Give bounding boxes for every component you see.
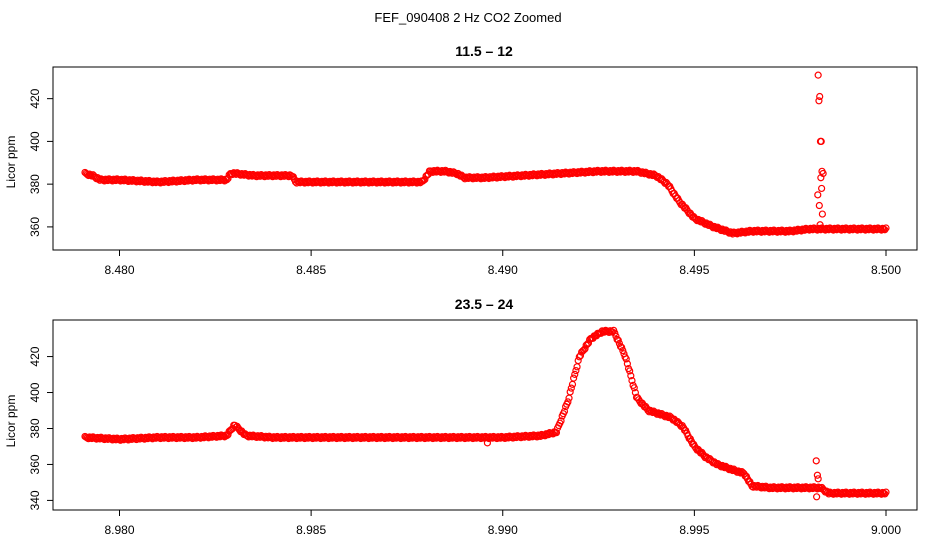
panel-bottom-title: 23.5 – 24 — [455, 296, 514, 312]
x-tick-label: 8.985 — [296, 523, 326, 537]
data-point — [564, 398, 572, 406]
outlier-point — [817, 174, 825, 182]
data-point — [570, 374, 578, 382]
data-point — [630, 384, 638, 392]
data-point — [646, 406, 654, 414]
outlier-point — [818, 210, 826, 218]
data-point — [734, 467, 742, 475]
data-point — [659, 411, 667, 419]
panel-bottom-points — [81, 326, 890, 501]
data-point — [731, 466, 739, 474]
data-point — [560, 407, 569, 415]
y-tick-label: 420 — [28, 88, 42, 108]
data-point — [567, 384, 575, 392]
data-point — [738, 468, 746, 476]
outlier-point — [818, 184, 826, 193]
y-tick-label: 400 — [28, 131, 42, 151]
data-point — [579, 347, 587, 355]
data-point — [573, 363, 581, 371]
data-point — [710, 222, 718, 231]
y-tick-label: 360 — [28, 217, 42, 237]
data-point — [718, 461, 726, 470]
outlier-point — [813, 471, 821, 479]
data-point — [571, 370, 579, 378]
panel-top-title: 11.5 – 12 — [455, 43, 513, 59]
data-point — [654, 409, 662, 417]
data-point — [611, 329, 619, 337]
data-point — [628, 376, 636, 385]
y-tick-label: 380 — [28, 418, 42, 438]
x-tick-label: 8.480 — [104, 263, 134, 277]
x-tick-label: 8.490 — [488, 263, 518, 277]
panel-bottom-ylabel: Licor ppm — [4, 395, 18, 448]
data-point — [715, 461, 723, 469]
y-tick-label: 340 — [28, 490, 42, 510]
x-tick-label: 8.495 — [679, 263, 709, 277]
outlier-point — [814, 71, 822, 79]
data-point — [572, 366, 580, 375]
data-point — [718, 225, 726, 233]
x-tick-label: 8.485 — [296, 263, 326, 277]
outlier-point — [815, 201, 823, 210]
data-point — [552, 429, 561, 437]
panel-top-axes: 8.480 8.485 8.490 8.495 8.500 360 380 400 420 — [28, 88, 901, 277]
data-point — [619, 346, 627, 355]
outlier-point — [483, 439, 492, 447]
panel-bottom-plot-box — [52, 319, 918, 511]
data-point — [622, 355, 630, 363]
data-point — [726, 464, 734, 472]
x-tick-label: 8.980 — [104, 523, 134, 537]
panel-bottom-axes: 8.980 8.985 8.990 8.995 9.000 340 360 380 400 420 — [28, 346, 901, 537]
figure-title: FEF_090408 2 Hz CO2 Zoomed — [374, 10, 561, 25]
outlier-point — [816, 92, 824, 101]
outlier-point — [813, 493, 821, 501]
data-point — [557, 417, 565, 425]
y-tick-label: 360 — [28, 454, 42, 474]
x-tick-label: 8.995 — [679, 523, 709, 537]
data-point — [623, 360, 631, 368]
data-point — [882, 224, 890, 232]
data-point — [618, 343, 626, 351]
panel-top-ylabel: Licor ppm — [4, 136, 18, 189]
y-tick-label: 380 — [28, 174, 42, 194]
outlier-point — [812, 457, 820, 465]
y-tick-label: 400 — [28, 382, 42, 402]
outlier-point — [814, 475, 822, 483]
outlier-point — [816, 221, 824, 229]
data-point — [626, 367, 634, 375]
panel-top-plot-box — [52, 66, 918, 251]
panel-top-points — [81, 71, 890, 238]
data-point — [662, 411, 670, 420]
y-tick-label: 420 — [28, 346, 42, 366]
data-point — [882, 488, 890, 496]
data-point — [568, 380, 577, 388]
x-tick-label: 8.990 — [488, 523, 518, 537]
data-point — [723, 463, 731, 472]
data-point — [582, 341, 590, 349]
data-point — [715, 224, 723, 232]
panel-top: 11.5 – 12 Licor ppm 8.480 8.485 8.490 8.495… — [4, 43, 918, 277]
outlier-point — [815, 97, 823, 105]
data-point — [723, 227, 731, 235]
data-point — [566, 388, 574, 396]
outlier-point — [814, 191, 822, 199]
x-tick-label: 8.500 — [871, 263, 901, 277]
x-tick-label: 9.000 — [871, 523, 901, 537]
data-point — [614, 336, 622, 344]
data-point — [565, 394, 573, 402]
data-point — [627, 372, 635, 380]
data-point — [651, 408, 659, 416]
outlier-point — [817, 137, 825, 145]
panel-bottom: 23.5 – 24 Licor ppm 8.980 8.985 8.990 8.995… — [4, 296, 918, 537]
